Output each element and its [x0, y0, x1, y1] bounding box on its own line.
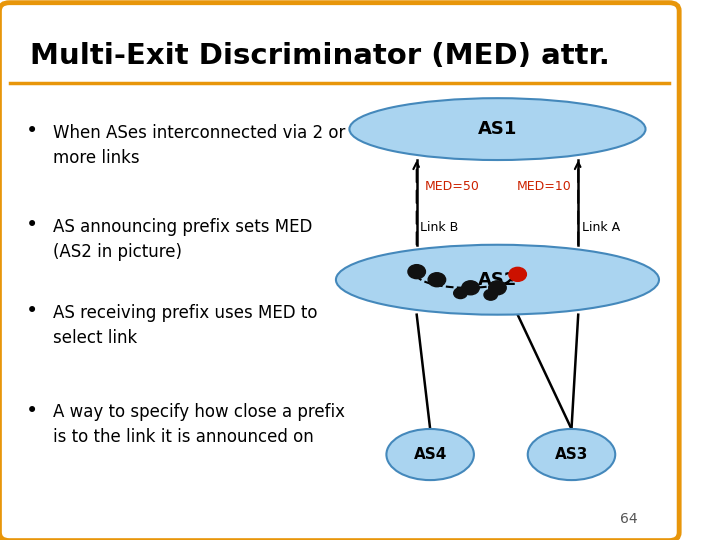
- Circle shape: [454, 288, 467, 299]
- Text: AS1: AS1: [478, 120, 517, 138]
- Text: Link B: Link B: [420, 221, 459, 234]
- Text: AS receiving prefix uses MED to
select link: AS receiving prefix uses MED to select l…: [53, 304, 318, 347]
- Circle shape: [509, 267, 526, 281]
- Text: MED=50: MED=50: [425, 180, 480, 193]
- Text: AS3: AS3: [555, 447, 588, 462]
- FancyBboxPatch shape: [0, 3, 679, 540]
- Ellipse shape: [528, 429, 615, 480]
- Circle shape: [408, 265, 426, 279]
- Circle shape: [489, 281, 506, 295]
- Text: •: •: [27, 401, 39, 421]
- Circle shape: [428, 273, 446, 287]
- Text: •: •: [27, 215, 39, 235]
- Text: Multi-Exit Discriminator (MED) attr.: Multi-Exit Discriminator (MED) attr.: [30, 43, 610, 71]
- Ellipse shape: [387, 429, 474, 480]
- Text: MED=10: MED=10: [517, 180, 572, 193]
- Text: Link A: Link A: [582, 221, 620, 234]
- Circle shape: [462, 281, 480, 295]
- Text: A way to specify how close a prefix
is to the link it is announced on: A way to specify how close a prefix is t…: [53, 403, 346, 447]
- Text: AS4: AS4: [413, 447, 447, 462]
- Ellipse shape: [349, 98, 646, 160]
- Text: AS2: AS2: [478, 271, 517, 289]
- Ellipse shape: [336, 245, 659, 315]
- Text: When ASes interconnected via 2 or
more links: When ASes interconnected via 2 or more l…: [53, 124, 346, 167]
- Text: 64: 64: [620, 512, 637, 526]
- Circle shape: [484, 289, 498, 300]
- Text: •: •: [27, 301, 39, 321]
- Text: •: •: [27, 121, 39, 141]
- Text: AS announcing prefix sets MED
(AS2 in picture): AS announcing prefix sets MED (AS2 in pi…: [53, 218, 312, 261]
